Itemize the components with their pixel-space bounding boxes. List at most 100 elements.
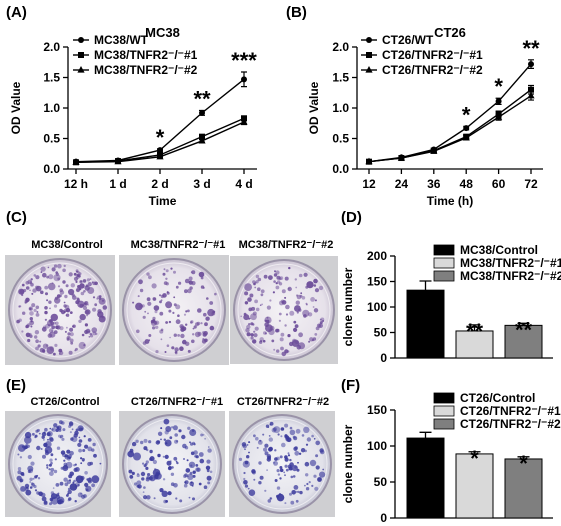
colony-spot (63, 477, 68, 482)
colony-spot (142, 491, 145, 493)
colony-spot (51, 330, 53, 332)
colony-spot (289, 492, 292, 496)
colony-spot (250, 333, 254, 337)
colony-spot (102, 305, 108, 310)
colony-spot (170, 267, 173, 270)
colony-spot (188, 461, 196, 468)
colony-spot (53, 352, 56, 356)
colony-spot (169, 436, 173, 440)
colony-spot (40, 271, 43, 273)
colony-spot (181, 434, 186, 440)
colony-spot (271, 339, 275, 343)
colony-spot (264, 319, 267, 322)
colony-spot (84, 301, 89, 306)
error-bar (419, 431, 432, 439)
dish-c2-plate-rim (126, 262, 222, 358)
colony-spot (143, 486, 146, 489)
colony-spot (87, 438, 92, 442)
colony-spot (187, 426, 191, 430)
colony-spot (318, 323, 324, 329)
colony-spot (243, 471, 246, 475)
colony-spot (58, 499, 63, 503)
point-mc38-wt (157, 147, 163, 154)
colony-spot (279, 337, 284, 342)
colony-spot (68, 288, 75, 296)
colony-spot (93, 453, 97, 458)
y-tick-label: 1.0 (43, 101, 60, 115)
colony-spot (185, 310, 188, 313)
colony-spot (254, 326, 259, 331)
x-tick-label: 1 d (109, 177, 126, 191)
colony-spot (25, 332, 31, 338)
colony-spot (251, 469, 256, 474)
colony-spot (48, 328, 54, 333)
colony-spot (192, 327, 195, 330)
colony-spot (308, 312, 313, 317)
colony-spot (33, 308, 37, 312)
colony-spot (128, 469, 133, 474)
colony-spot (309, 459, 317, 467)
colony-spot (192, 470, 196, 474)
colony-spot (64, 455, 66, 458)
colony-spot (294, 324, 299, 328)
colony-spot (171, 426, 174, 429)
colony-spot (262, 433, 265, 436)
colony-spot (87, 477, 92, 483)
point-mc38-wt (241, 76, 247, 83)
legend-marker (366, 37, 372, 43)
colony-spot (152, 297, 157, 301)
colony-spot (184, 289, 188, 294)
colony-spot (78, 436, 81, 439)
x-tick-label: 60 (492, 177, 506, 191)
legend-swatch (433, 418, 455, 430)
colony-spot (202, 331, 205, 334)
colony-spot (241, 442, 247, 447)
colony-spot (84, 323, 88, 327)
colony-spot (298, 273, 303, 278)
colony-spot (319, 318, 322, 321)
colony-spot (293, 327, 298, 332)
colony-spot (152, 326, 156, 330)
colony-spot (140, 440, 144, 445)
colony-spot (49, 502, 52, 506)
colony-spot (92, 307, 97, 312)
colony-spot (189, 481, 194, 487)
colony-spot (160, 294, 165, 299)
colony-spot (276, 469, 280, 473)
significance-marker: ** (193, 86, 211, 111)
colony-spot (291, 339, 300, 347)
colony-spot (214, 292, 217, 296)
colony-spot (53, 469, 58, 474)
colony-spot (280, 427, 285, 431)
colony-spot (203, 485, 208, 490)
colony-spot (57, 492, 60, 495)
colony-spot (24, 436, 32, 444)
colony-spot (30, 282, 34, 287)
y-tick-label: 50 (374, 475, 388, 489)
colony-spot (48, 324, 50, 327)
colony-spot (30, 325, 33, 328)
colony-spot (45, 292, 48, 296)
colony-spot (40, 266, 46, 272)
colony-spot (43, 501, 48, 506)
colony-spot (63, 308, 67, 312)
colony-spot (80, 457, 83, 460)
colony-spot (204, 322, 208, 327)
colony-spot (198, 452, 204, 457)
colony-spot (60, 434, 64, 438)
colony-spot (314, 333, 318, 336)
colony-spot (275, 282, 278, 285)
colony-spot (24, 445, 28, 449)
dish-e2-plate (122, 414, 222, 514)
colony-spot (197, 308, 202, 313)
colony-spot (22, 311, 26, 315)
colony-spot (280, 346, 284, 351)
colony-spot (36, 445, 41, 451)
colony-spot (147, 473, 151, 477)
colony-spot (66, 494, 69, 497)
colony-spot (29, 289, 31, 292)
series-line-ct26-tnfr2-1 (368, 89, 532, 163)
colony-spot (164, 430, 169, 435)
y-axis-label: OD Value (307, 81, 321, 134)
colony-spot (260, 293, 264, 297)
